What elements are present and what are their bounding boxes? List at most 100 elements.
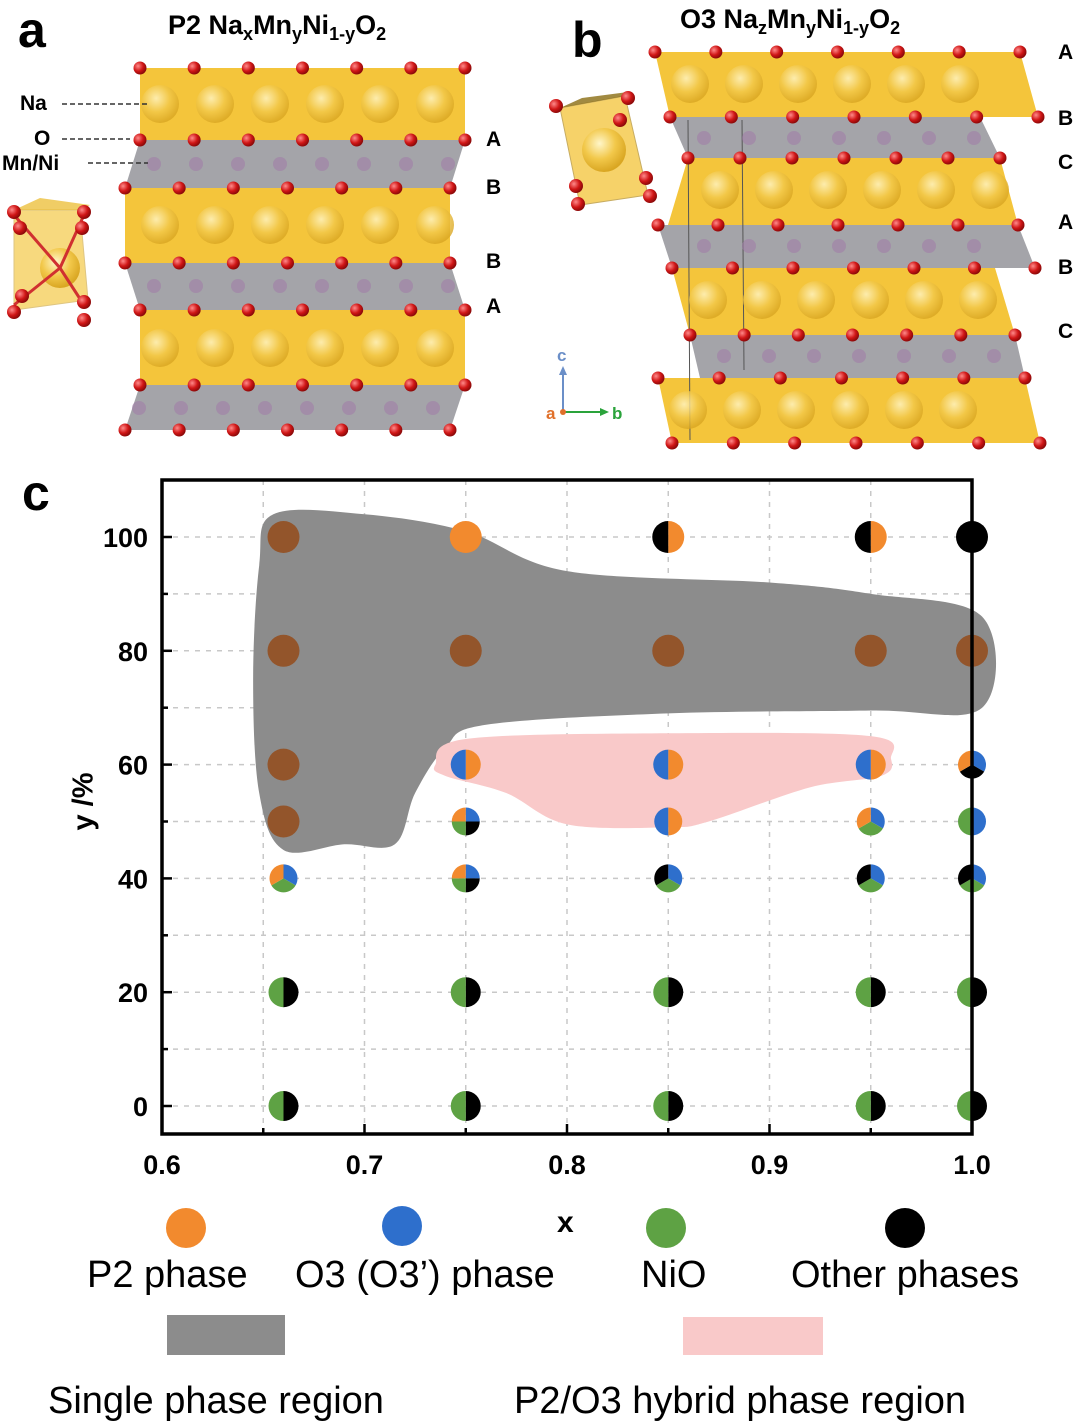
o3-na-atom [887,65,925,103]
data-point-slice [959,878,985,893]
data-point [958,864,986,893]
o3-stack-label-3: C [1058,151,1074,174]
panel-a-title: P2 NaxMnyNi1-yO2 [168,10,387,44]
data-point-slice [451,878,466,893]
y-tick-label: 0 [133,1092,148,1122]
o3-tm-atom [877,239,891,253]
p2-tm-atom [357,157,371,171]
p2-na-atom [141,85,179,123]
o3-na-atom [777,391,815,429]
o3-oxygen-atom [849,436,863,450]
o3-tm-atom [922,239,936,253]
data-point-slice [957,977,972,1008]
o3-oxygen-atom [665,436,679,450]
p2-tm-atom [147,157,161,171]
o3-oxygen-atom [683,328,697,342]
data-point-slice [870,1091,886,1121]
p2-oxygen-atom [389,181,403,195]
data-point-slice [465,821,480,836]
p2-oxygen-atom [296,61,309,75]
o3-tm-atom [787,239,801,253]
p2-na-atom [196,329,234,367]
legend-other-swatch [885,1208,925,1248]
o3-oxygen-atom [846,328,859,342]
p2-tm-atom [132,401,146,415]
data-point-slice [858,821,883,836]
o3-oxygen-atom [771,218,785,232]
data-point-slice [957,1091,972,1121]
single-phase-region-shape [253,509,997,853]
o3-tm-atom [832,131,846,145]
p2-oxygen-atom [226,423,240,437]
p2-oxygen-atom [443,181,457,195]
data-point [654,864,683,893]
o3-oxygen-atom [1011,218,1025,232]
data-point-slice [855,1091,871,1121]
p2-oxygen-atom [350,378,364,392]
data-point [267,521,300,553]
p2-oxygen-atom [389,256,403,270]
data-point-slice [972,864,986,886]
data-point-slice [972,807,986,836]
legend-single-label: Single phase region [48,1380,384,1422]
o3-tm-atom [942,349,956,363]
data-point [958,807,986,836]
o3-oxygen-atom [785,151,799,165]
p2-oxygen-atom [241,133,255,147]
data-point [854,634,887,667]
p2-tm-atom [342,401,356,415]
data-point [956,521,988,553]
data-point-slice [856,807,871,829]
data-point-slice [870,807,885,829]
o3-na-atom [917,171,955,209]
data-point-slice [653,749,669,780]
o3-oxygen-atom [665,261,679,275]
p2-tm-atom [315,157,329,171]
data-point-slice [654,807,669,836]
p2-tm-atom [357,279,371,293]
o3-na-atom [941,65,979,103]
p2-oxygen-atom [350,133,364,147]
data-point-slice [283,864,298,886]
o3-na-atom [885,391,923,429]
p2-tm-atom [189,279,203,293]
o3-oxygen-atom [957,371,971,385]
o3-tm-atom [697,131,711,145]
data-point-slice [267,634,300,667]
data-point-slice [451,864,466,879]
legend-single-swatch [167,1315,285,1355]
data-point-slice [854,521,871,553]
o3-oxygen-atom [908,110,922,124]
o3-tm-atom [877,131,891,145]
o3-oxygen-atom [786,261,800,275]
o3-oxygen-atom [968,261,981,275]
p2-oxygen-atom [172,256,186,270]
axis-b-label: b [612,404,623,423]
p2-oxygen-atom [389,423,403,437]
p2-na-atom [251,206,289,244]
o3-oxygen-atom [1008,328,1022,342]
o3-tm-atom [832,239,846,253]
data-point [267,805,300,838]
legend-o3-swatch [382,1206,422,1246]
o3-oxygen-atom [993,151,1007,165]
o3-tm-atom [717,349,731,363]
data-point [450,1091,481,1121]
data-point-slice [652,521,669,553]
p2-tm-atom [189,157,203,171]
o3-oxygen-atom [773,371,787,385]
p2-tm-atom [147,279,161,293]
o3-oxygen-atom [954,328,968,342]
data-point [269,864,298,893]
o3-oxygen-atom [724,110,738,124]
y-tick-label: 100 [103,523,148,553]
p2-na-atom [196,206,234,244]
legend-other-label: Other phases [791,1254,1020,1296]
o3-oxygen-atom [847,110,861,124]
p2-stack-label-3: B [486,250,502,273]
data-point-slice [451,807,466,822]
panel-b-title: O3 NazMnyNi1-yO2 [680,4,901,38]
o3-oxygen-atom [726,261,739,275]
p2-oxygen-atom [335,181,349,195]
p2-tm-atom [273,279,287,293]
